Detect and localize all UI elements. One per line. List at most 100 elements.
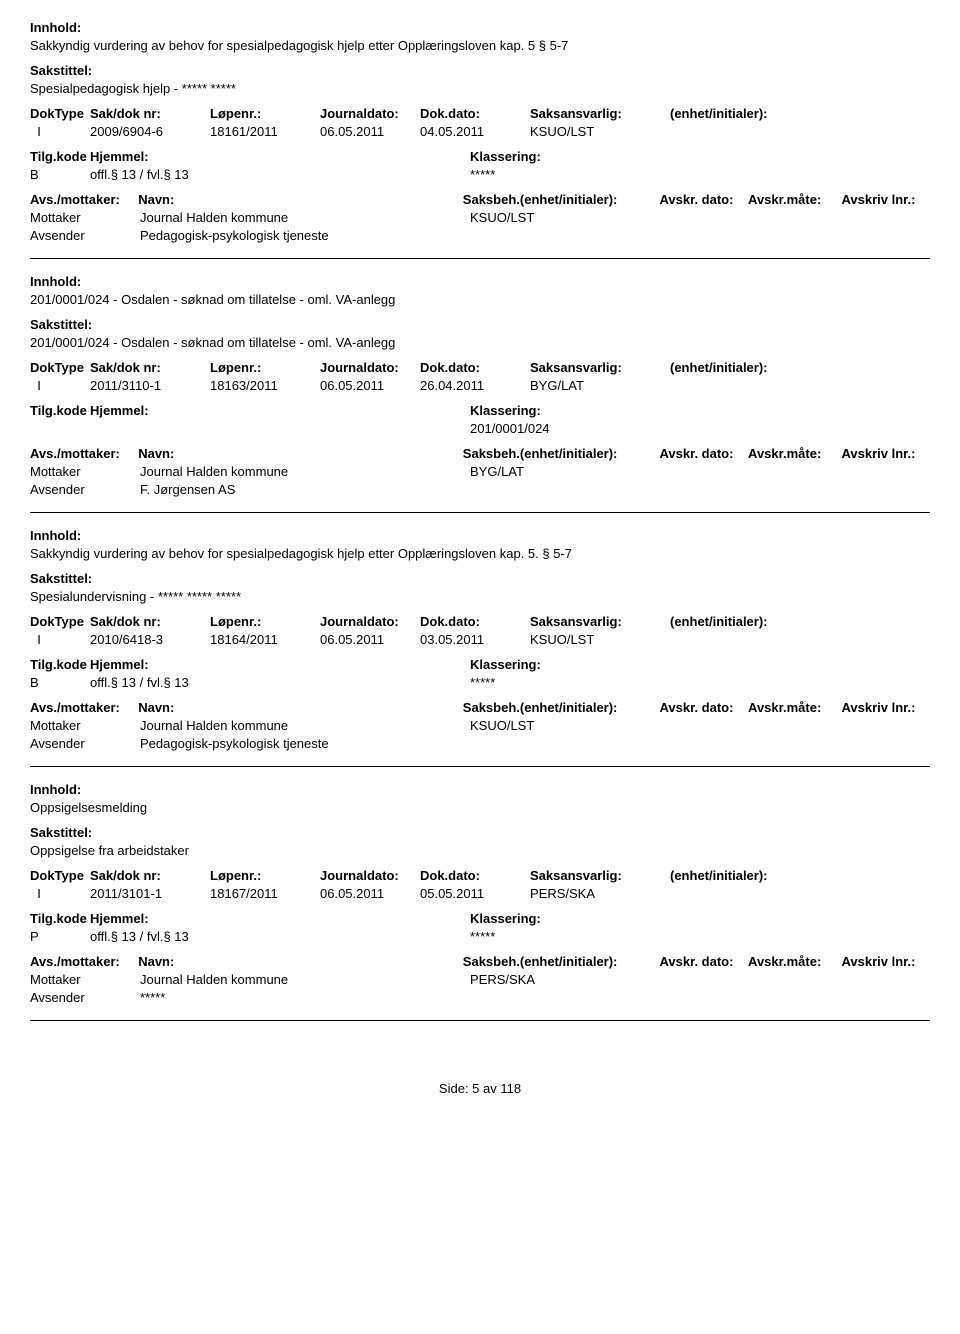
enhetinitialer-value xyxy=(670,632,830,647)
mottaker-header-row: Avs./mottaker:Navn:Saksbeh.(enhet/initia… xyxy=(30,192,930,207)
avskrdato-header: Avskr. dato: xyxy=(660,446,749,461)
entry-separator xyxy=(30,766,930,767)
lopenr-header: Løpenr.: xyxy=(210,106,320,121)
avskrmate-header: Avskr.måte: xyxy=(748,446,841,461)
innhold-label: Innhold: xyxy=(30,782,930,797)
enhetinitialer-header: (enhet/initialer): xyxy=(670,868,830,883)
mottaker-navn: Journal Halden kommune xyxy=(140,972,470,987)
lopenr-header: Løpenr.: xyxy=(210,360,320,375)
hjemmel-value: offl.§ 13 / fvl.§ 13 xyxy=(90,929,470,944)
avskrdato-header: Avskr. dato: xyxy=(660,192,749,207)
hjemmel-data-row: Poffl.§ 13 / fvl.§ 13***** xyxy=(30,929,930,944)
sakdoknr-value: 2009/6904-6 xyxy=(90,124,210,139)
sakdoknr-header: Sak/dok nr: xyxy=(90,360,210,375)
saksansvarlig-value: BYG/LAT xyxy=(530,378,670,393)
hjemmel-data-row: Boffl.§ 13 / fvl.§ 13***** xyxy=(30,675,930,690)
doc-header-row: DokTypeSak/dok nr:Løpenr.:Journaldato:Do… xyxy=(30,868,930,883)
avskrmate-header: Avskr.måte: xyxy=(748,700,841,715)
mottaker-row: MottakerJournal Halden kommuneBYG/LAT xyxy=(30,464,930,479)
tilgkode-header: Tilg.kode xyxy=(30,657,90,672)
lopenr-value: 18167/2011 xyxy=(210,886,320,901)
avskrivlnr-header: Avskriv lnr.: xyxy=(841,954,930,969)
innhold-text: Sakkyndig vurdering av behov for spesial… xyxy=(30,546,930,561)
hjemmel-value xyxy=(90,421,470,436)
klassering-value: ***** xyxy=(470,675,670,690)
sakdoknr-value: 2010/6418-3 xyxy=(90,632,210,647)
enhetinitialer-header: (enhet/initialer): xyxy=(670,614,830,629)
hjemmel-data-row: Boffl.§ 13 / fvl.§ 13***** xyxy=(30,167,930,182)
mottaker-row: MottakerJournal Halden kommuneKSUO/LST xyxy=(30,210,930,225)
tilgkode-value xyxy=(30,421,90,436)
sakdoknr-value: 2011/3101-1 xyxy=(90,886,210,901)
lopenr-header: Løpenr.: xyxy=(210,614,320,629)
saksbeh-header: Saksbeh.(enhet/initialer): xyxy=(463,192,660,207)
page-footer: Side: 5 av 118 xyxy=(30,1081,930,1096)
entry-separator xyxy=(30,258,930,259)
journal-entry: Innhold:Sakkyndig vurdering av behov for… xyxy=(30,20,930,243)
avsender-row: AvsenderF. Jørgensen AS xyxy=(30,482,930,497)
enhetinitialer-value xyxy=(670,886,830,901)
doktype-value: I xyxy=(30,124,90,139)
dokdato-header: Dok.dato: xyxy=(420,360,530,375)
journaldato-value: 06.05.2011 xyxy=(320,378,420,393)
avskrivlnr-header: Avskriv lnr.: xyxy=(841,700,930,715)
journal-entry: Innhold:201/0001/024 - Osdalen - søknad … xyxy=(30,274,930,497)
saksbeh-header: Saksbeh.(enhet/initialer): xyxy=(463,700,660,715)
klassering-header: Klassering: xyxy=(470,657,670,672)
avsender-navn: ***** xyxy=(140,990,470,1005)
tilgkode-header: Tilg.kode xyxy=(30,149,90,164)
avskrdato-header: Avskr. dato: xyxy=(660,954,749,969)
doc-header-row: DokTypeSak/dok nr:Løpenr.:Journaldato:Do… xyxy=(30,106,930,121)
avskrmate-header: Avskr.måte: xyxy=(748,192,841,207)
journaldato-header: Journaldato: xyxy=(320,614,420,629)
mottaker-navn: Journal Halden kommune xyxy=(140,718,470,733)
saksbeh-header: Saksbeh.(enhet/initialer): xyxy=(463,954,660,969)
doc-header-row: DokTypeSak/dok nr:Løpenr.:Journaldato:Do… xyxy=(30,614,930,629)
lopenr-value: 18163/2011 xyxy=(210,378,320,393)
doktype-value: I xyxy=(30,886,90,901)
innhold-text: Sakkyndig vurdering av behov for spesial… xyxy=(30,38,930,53)
enhetinitialer-value xyxy=(670,124,830,139)
hjemmel-header: Hjemmel: xyxy=(90,149,470,164)
sakstittel-text: Spesialpedagogisk hjelp - ***** ***** xyxy=(30,81,930,96)
dokdato-value: 05.05.2011 xyxy=(420,886,530,901)
dokdato-value: 03.05.2011 xyxy=(420,632,530,647)
doc-header-row: DokTypeSak/dok nr:Løpenr.:Journaldato:Do… xyxy=(30,360,930,375)
mottaker-label: Mottaker xyxy=(30,972,140,987)
hjemmel-value: offl.§ 13 / fvl.§ 13 xyxy=(90,167,470,182)
journaldato-header: Journaldato: xyxy=(320,868,420,883)
hjemmel-header-row: Tilg.kodeHjemmel:Klassering: xyxy=(30,149,930,164)
navn-header: Navn: xyxy=(138,700,463,715)
doktype-header: DokType xyxy=(30,106,90,121)
navn-header: Navn: xyxy=(138,446,463,461)
avsender-row: Avsender***** xyxy=(30,990,930,1005)
mottaker-navn: Journal Halden kommune xyxy=(140,464,470,479)
innhold-text: Oppsigelsesmelding xyxy=(30,800,930,815)
dokdato-value: 04.05.2011 xyxy=(420,124,530,139)
doc-data-row: I2010/6418-318164/201106.05.201103.05.20… xyxy=(30,632,930,647)
sakstittel-label: Sakstittel: xyxy=(30,571,930,586)
hjemmel-header: Hjemmel: xyxy=(90,911,470,926)
avsmottaker-header: Avs./mottaker: xyxy=(30,954,138,969)
mottaker-row: MottakerJournal Halden kommuneKSUO/LST xyxy=(30,718,930,733)
innhold-label: Innhold: xyxy=(30,274,930,289)
avsender-row: AvsenderPedagogisk-psykologisk tjeneste xyxy=(30,228,930,243)
mottaker-navn: Journal Halden kommune xyxy=(140,210,470,225)
enhetinitialer-header: (enhet/initialer): xyxy=(670,106,830,121)
klassering-value: ***** xyxy=(470,929,670,944)
hjemmel-header: Hjemmel: xyxy=(90,657,470,672)
avsender-row: AvsenderPedagogisk-psykologisk tjeneste xyxy=(30,736,930,751)
journal-entry: Innhold: Sakkyndig vurdering av behov for… xyxy=(30,528,930,751)
avsender-label: Avsender xyxy=(30,228,140,243)
lopenr-value: 18161/2011 xyxy=(210,124,320,139)
saksansvarlig-header: Saksansvarlig: xyxy=(530,106,670,121)
saksansvarlig-header: Saksansvarlig: xyxy=(530,360,670,375)
doktype-header: DokType xyxy=(30,360,90,375)
innhold-label: Innhold: xyxy=(30,528,930,543)
sakstittel-text: Spesialundervisning - ***** ***** ***** xyxy=(30,589,930,604)
enhetinitialer-value xyxy=(670,378,830,393)
avskrdato-header: Avskr. dato: xyxy=(660,700,749,715)
doktype-header: DokType xyxy=(30,614,90,629)
saksansvarlig-value: PERS/SKA xyxy=(530,886,670,901)
entry-separator xyxy=(30,512,930,513)
